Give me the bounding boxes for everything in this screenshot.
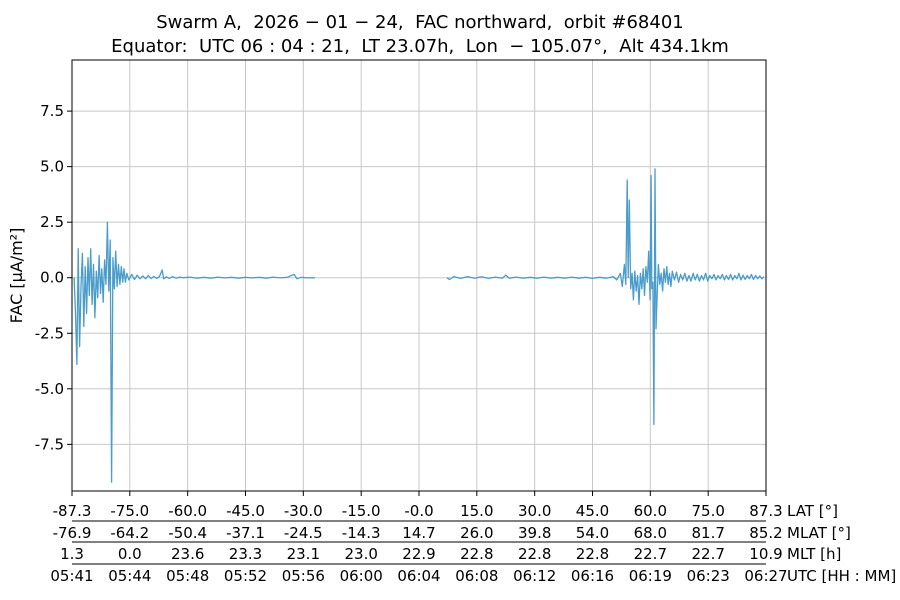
x-tick-label: 23.1 (287, 545, 320, 563)
y-tick-label: -7.5 (35, 435, 64, 453)
y-tick-layer: -7.5 -5.0 -2.5 0.0 2.5 5.0 7.5 (35, 102, 72, 453)
x-tick-label: -87.3 (53, 502, 92, 520)
x-tick-label: 06:08 (455, 567, 498, 585)
x-tick-label: 22.7 (691, 545, 724, 563)
x-tick-label: 81.7 (691, 524, 724, 542)
series-line (446, 168, 765, 426)
x-tick-label: 68.0 (634, 524, 667, 542)
x-tick-label: -45.0 (226, 502, 265, 520)
x-tick-label: 14.7 (402, 524, 435, 542)
x-tick-label: 15.0 (460, 502, 493, 520)
x-tick-label: -24.5 (284, 524, 323, 542)
x-tick-label: 26.0 (460, 524, 493, 542)
x-tick-label: -14.3 (342, 524, 381, 542)
x-tick-label: -75.0 (110, 502, 149, 520)
y-tick-label: 2.5 (40, 213, 64, 231)
series-layer (73, 168, 765, 483)
x-tick-label: -15.0 (342, 502, 381, 520)
y-tick-label: 5.0 (40, 158, 64, 176)
x-tick-label: -60.0 (168, 502, 207, 520)
x-tick-label: 06:23 (687, 567, 730, 585)
x-tick-label: 87.3 (749, 502, 782, 520)
x-tick-label: 45.0 (576, 502, 609, 520)
x-tick-label: -64.2 (110, 524, 149, 542)
series-line (73, 221, 315, 483)
y-axis-label: FAC [μA/m²] (7, 228, 26, 324)
x-tick-label: 22.7 (634, 545, 667, 563)
x-axis-row-name: UTC [HH : MM] (787, 567, 896, 585)
x-tick-label: 05:44 (108, 567, 151, 585)
x-tick-label: 30.0 (518, 502, 551, 520)
y-tick-label: 0.0 (40, 269, 64, 287)
y-tick-label: -2.5 (35, 324, 64, 342)
x-tick-label: 0.0 (118, 545, 142, 563)
x-tick-label: -30.0 (284, 502, 323, 520)
x-tick-label: 05:48 (166, 567, 209, 585)
x-axis-layer: -87.3 -75.0 -60.0 -45.0 -30.0 -15.0 -0.0 15.0 30… (50, 491, 896, 585)
x-tick-label: 23.6 (171, 545, 204, 563)
x-axis-row-name: MLT [h] (787, 545, 841, 563)
x-tick-label: 23.3 (229, 545, 262, 563)
x-tick-label: -50.4 (168, 524, 207, 542)
y-tick-label: 7.5 (40, 102, 64, 120)
x-tick-label: 85.2 (749, 524, 782, 542)
x-tick-label: 06:00 (340, 567, 383, 585)
x-tick-label: 05:52 (224, 567, 267, 585)
chart-title-line-1: Swarm A, 2026 − 01 − 24, FAC northward, … (156, 12, 684, 33)
x-tick-label: 05:41 (50, 567, 93, 585)
x-tick-label: 22.9 (402, 545, 435, 563)
x-tick-label: -37.1 (226, 524, 265, 542)
x-tick-label: -76.9 (53, 524, 92, 542)
x-tick-label: 1.3 (60, 545, 84, 563)
x-tick-label: 22.8 (460, 545, 493, 563)
x-tick-label: 10.9 (749, 545, 782, 563)
x-tick-label: 06:19 (629, 567, 672, 585)
x-tick-label: 60.0 (634, 502, 667, 520)
x-tick-label: 06:16 (571, 567, 614, 585)
x-axis-row-name: LAT [°] (787, 502, 838, 520)
x-tick-label: -0.0 (404, 502, 433, 520)
x-axis-row-name: MLAT [°] (787, 524, 851, 542)
y-tick-label: -5.0 (35, 380, 64, 398)
x-tick-label: 06:12 (513, 567, 556, 585)
x-tick-label: 05:56 (282, 567, 325, 585)
x-tick-label: 22.8 (576, 545, 609, 563)
x-tick-label: 23.0 (344, 545, 377, 563)
x-tick-label: 75.0 (691, 502, 724, 520)
chart-title-line-2: Equator: UTC 06 : 04 : 21, LT 23.07h, Lo… (111, 36, 729, 57)
x-tick-label: 22.8 (518, 545, 551, 563)
x-tick-label: 39.8 (518, 524, 551, 542)
x-tick-label: 54.0 (576, 524, 609, 542)
x-tick-label: 06:04 (397, 567, 440, 585)
x-tick-label: 06:27 (744, 567, 787, 585)
